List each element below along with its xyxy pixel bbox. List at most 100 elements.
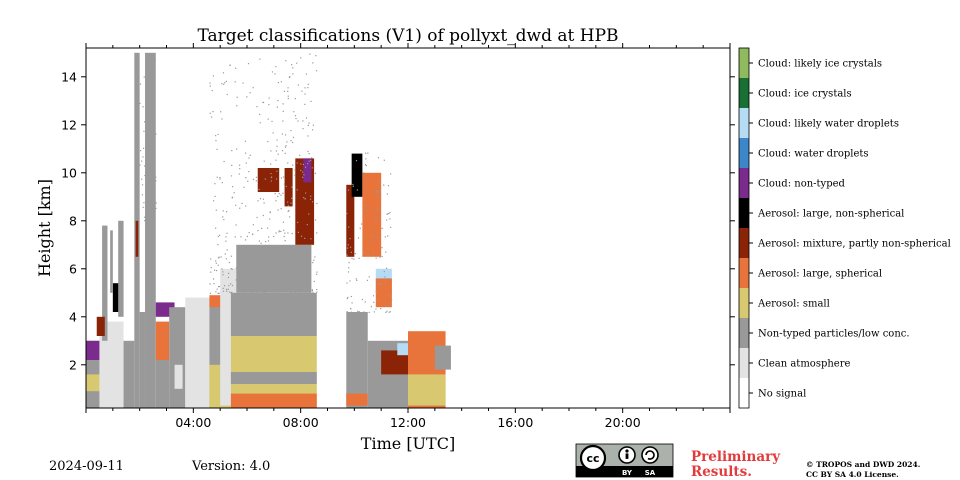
speckle-373 [210, 258, 212, 260]
speckle-476 [364, 237, 366, 239]
speckle-454 [346, 297, 348, 300]
speckle-250 [243, 186, 245, 188]
speckle-560 [142, 156, 144, 158]
speckle-321 [239, 207, 241, 209]
speckle-204 [295, 278, 297, 280]
speckle-400 [276, 170, 278, 172]
speckle-555 [152, 212, 154, 214]
speckle-549 [135, 79, 137, 81]
speckle-393 [229, 64, 231, 66]
speckle-263 [238, 257, 241, 259]
speckle-510 [347, 296, 349, 299]
cc-icon [579, 444, 607, 472]
speckle-436 [387, 278, 389, 280]
speckle-409 [225, 211, 228, 213]
speckle-588 [155, 207, 157, 209]
cc-license-badge: cc BY SA [575, 443, 674, 478]
y-tick-label: 14 [61, 69, 77, 84]
speckle-408 [231, 291, 233, 294]
speckle-594 [150, 137, 152, 140]
speckle-84 [277, 99, 279, 102]
speckle-317 [307, 135, 309, 137]
speckle-103 [291, 186, 293, 188]
speckle-506 [380, 307, 382, 310]
speckle-21 [215, 262, 217, 264]
speckle-85 [307, 274, 310, 276]
speckle-199 [287, 210, 289, 213]
speckle-154 [305, 117, 308, 119]
speckle-334 [259, 58, 261, 60]
speckle-265 [256, 274, 258, 276]
speckle-178 [283, 235, 285, 238]
speckle-399 [210, 271, 212, 273]
speckle-448 [369, 241, 371, 243]
class-region-40 [375, 278, 392, 308]
speckle-541 [141, 160, 143, 162]
speckle-161 [227, 272, 230, 274]
class-region-7 [118, 220, 124, 317]
speckle-434 [376, 210, 378, 212]
x-tick-label: 08:00 [283, 415, 319, 430]
speckle-120 [227, 288, 229, 290]
speckle-104 [287, 90, 289, 92]
speckle-11 [222, 210, 224, 212]
speckle-271 [305, 192, 307, 194]
speckle-33 [302, 176, 304, 178]
speckle-378 [268, 104, 270, 106]
speckle-531 [381, 255, 383, 258]
speckle-188 [311, 290, 314, 292]
speckle-491 [375, 292, 378, 294]
speckle-545 [135, 209, 137, 211]
speckle-425 [362, 251, 364, 253]
speckle-138 [256, 216, 258, 219]
speckle-288 [277, 195, 279, 198]
speckle-299 [275, 232, 277, 234]
speckle-28 [252, 260, 255, 263]
speckle-44 [316, 271, 318, 273]
speckle-374 [291, 197, 293, 199]
speckle-111 [235, 224, 237, 226]
speckle-8 [284, 290, 286, 292]
speckle-186 [286, 280, 288, 282]
speckle-216 [252, 87, 254, 89]
speckle-222 [236, 105, 238, 107]
speckle-396 [284, 260, 286, 263]
speckle-537 [378, 182, 380, 185]
speckle-536 [380, 193, 382, 195]
speckle-591 [152, 83, 154, 85]
cc-icon-text: cc [586, 452, 599, 465]
speckle-19 [310, 198, 312, 200]
class-region-17 [169, 307, 186, 408]
speckle-485 [381, 227, 383, 229]
class-region-14 [155, 360, 170, 408]
speckle-231 [285, 253, 288, 255]
x-tick-label: 16:00 [497, 415, 533, 430]
speckle-571 [143, 130, 145, 133]
copyright-line2: CC BY SA 4.0 License. [806, 470, 899, 479]
speckle-139 [312, 62, 314, 64]
speckle-174 [236, 271, 238, 273]
speckle-533 [377, 191, 379, 193]
legend-label-0: No signal [758, 389, 806, 400]
speckle-447 [367, 253, 370, 255]
speckle-430 [354, 252, 356, 255]
class-region-9 [123, 340, 135, 408]
y-tick-label: 2 [69, 357, 77, 372]
speckle-428 [368, 276, 370, 278]
speckle-235 [294, 115, 297, 117]
speckle-270 [276, 145, 278, 147]
speckle-132 [246, 235, 248, 238]
class-region-6 [112, 283, 121, 312]
footer-date: 2024-09-11 [49, 459, 124, 474]
speckle-258 [226, 290, 228, 292]
speckle-262 [220, 111, 222, 113]
speckle-342 [267, 118, 269, 120]
legend-label-6: Aerosol: large, non-spherical [757, 209, 904, 220]
speckle-268 [262, 101, 264, 104]
speckle-421 [346, 282, 348, 284]
speckle-164 [276, 292, 278, 294]
speckle-170 [284, 146, 287, 148]
speckle-193 [259, 198, 262, 200]
speckle-535 [389, 218, 391, 220]
speckle-237 [230, 292, 232, 294]
